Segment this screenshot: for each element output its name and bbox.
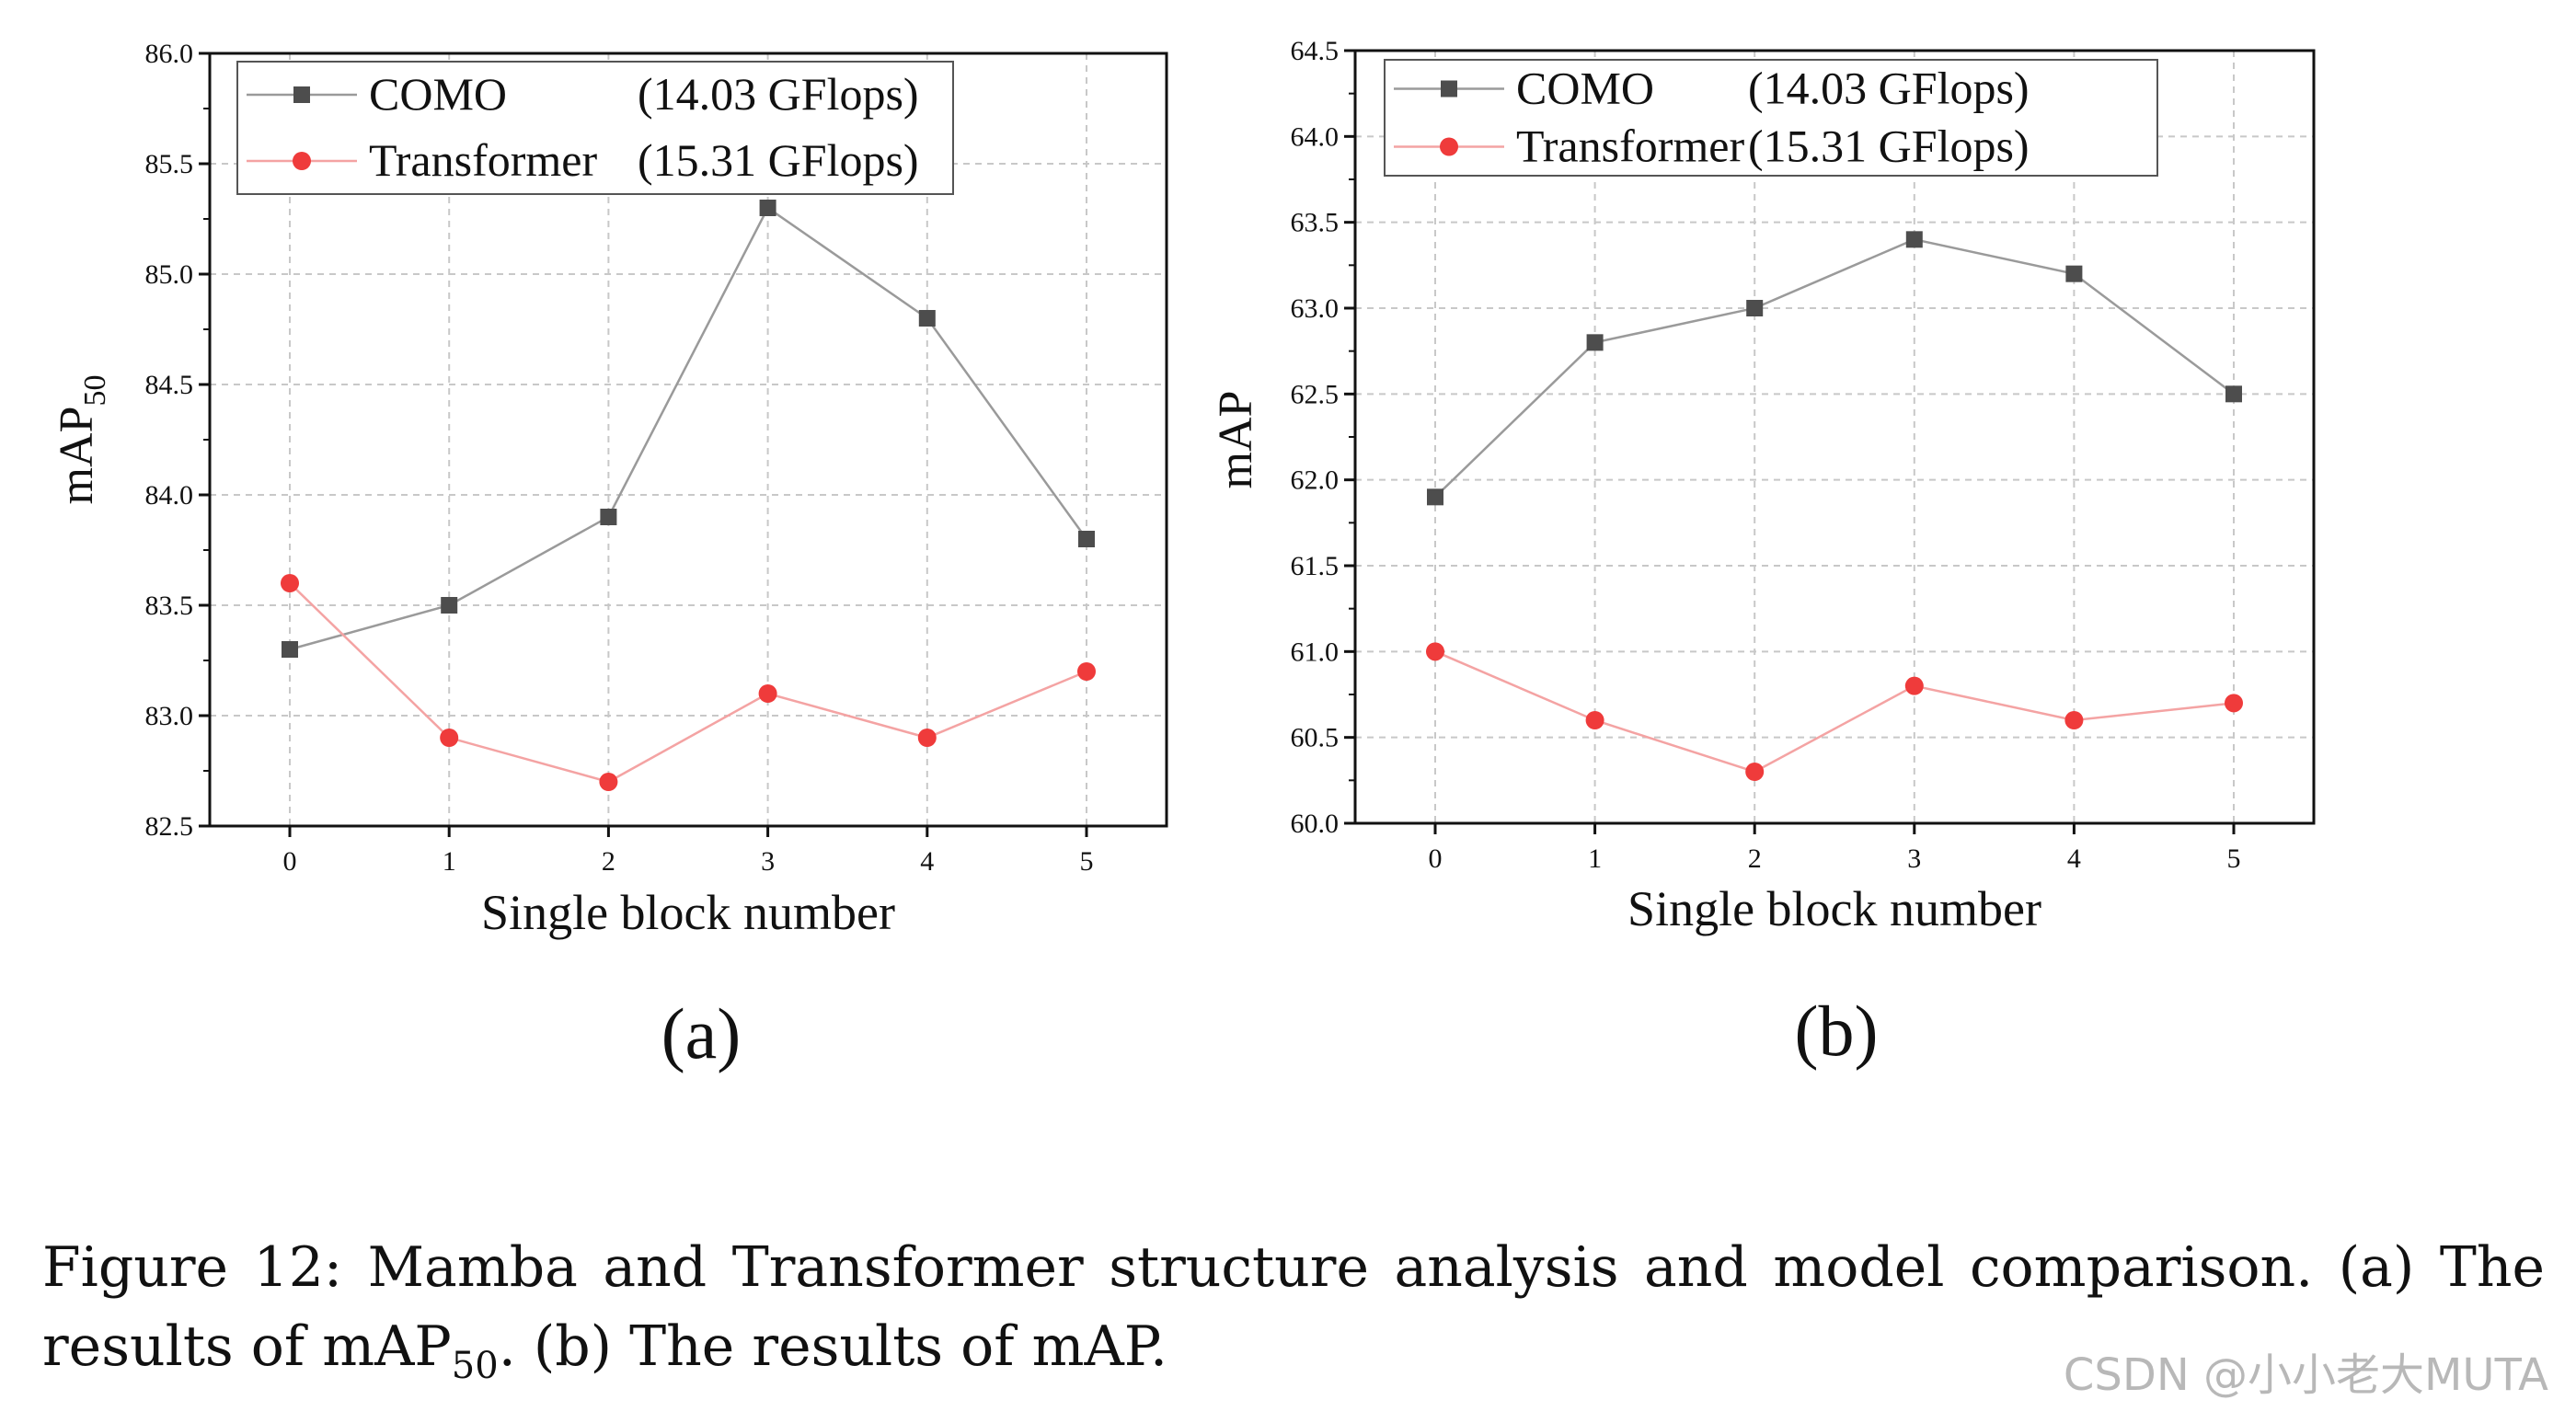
panel-a-series-como-point-0 <box>282 641 298 658</box>
panel-b-series-como-point-3 <box>1905 231 1923 248</box>
panel-b-legend-como-name: COMO <box>1516 63 1654 114</box>
panel-b-series-como-point-1 <box>1586 334 1604 351</box>
panel-a-series-transformer-line <box>289 582 1087 784</box>
panel-b-series-como-point-2 <box>1746 300 1764 316</box>
panel-a-xtick-label-2: 2 <box>602 846 615 877</box>
panel-a-ytick-label-7: 86.0 <box>145 39 194 69</box>
panel-a-ylabel: mAP50 <box>51 375 112 505</box>
panel-b-legend-box <box>1384 59 2158 177</box>
panel-a-xtick-label-3: 3 <box>761 846 775 877</box>
panel-b-series-transformer-point-1 <box>1585 711 1604 729</box>
panel-b-xtick-label-2: 2 <box>1748 843 1762 874</box>
panel-b-ytick-label-0: 60.0 <box>1291 809 1340 839</box>
panel-a-legend-transformer-name: Transformer <box>369 134 597 186</box>
panel-a-ylabel-subscript: 50 <box>78 375 112 407</box>
panel-a-series-como-point-1 <box>441 597 458 614</box>
panel-a-xlabel: Single block number <box>481 885 895 940</box>
panel-b-ytick-label-4: 62.0 <box>1291 465 1340 496</box>
panel-a-series-como-point-4 <box>918 310 936 327</box>
panel-a-legend-como-detail: (14.03 GFlops) <box>638 68 919 120</box>
panel-b-series-transformer-point-5 <box>2225 694 2243 713</box>
panel-b-xtick-label-1: 1 <box>1588 843 1602 874</box>
panel-b-legend-transformer-name: Transformer <box>1516 120 1744 172</box>
panel-b-legend-transformer-detail: (15.31 GFlops) <box>1748 120 2030 172</box>
panel-b-series-transformer-point-4 <box>2064 711 2084 729</box>
panel-b-legend-como-detail: (14.03 GFlops) <box>1748 63 2030 114</box>
caption-text-b: . (b) The results of mAP. <box>498 1314 1168 1379</box>
panel-b-ylabel: mAP <box>1210 391 1262 489</box>
panel-a-series-como-point-3 <box>759 200 776 216</box>
panel-a-legend-box <box>236 61 954 195</box>
panel-b-series-transformer-point-2 <box>1745 763 1765 781</box>
caption-text-a: results of mAP <box>42 1314 452 1379</box>
panel-b-ytick-label-3: 61.5 <box>1291 551 1340 581</box>
panel-b-xtick-label-5: 5 <box>2227 843 2241 874</box>
panel-a-xtick-label-0: 0 <box>283 846 297 877</box>
panel-a-ylabel-main: mAP <box>51 407 103 505</box>
panel-a-series-transformer-point-3 <box>758 684 777 703</box>
panel-a-xtick-label-1: 1 <box>443 846 456 877</box>
panel-a-ytick-label-3: 84.0 <box>145 480 194 511</box>
panel-a-ytick-label-1: 83.0 <box>145 701 194 731</box>
panel-b-xtick-label-4: 4 <box>2067 843 2081 874</box>
panel-b-xtick-label-0: 0 <box>1429 843 1443 874</box>
panel-a-series-transformer-point-1 <box>440 729 459 747</box>
panel-b-legend-transformer-swatch-marker <box>1440 137 1458 156</box>
panel-a-ytick-label-5: 85.0 <box>145 259 194 290</box>
panel-a-series-transformer-point-2 <box>599 773 618 791</box>
panel-a-ytick-label-4: 84.5 <box>145 370 194 400</box>
watermark: CSDN @小小老大MUTA <box>2063 1349 2548 1401</box>
panel-b-series-transformer-point-3 <box>1904 676 1924 695</box>
panel-a-ytick-label-0: 82.5 <box>145 811 194 842</box>
panel-b-series-transformer-point-0 <box>1426 642 1444 661</box>
panel-a-legend-como-swatch-marker <box>293 86 310 103</box>
panel-b-ytick-label-1: 60.5 <box>1291 723 1340 753</box>
panel-b-ytick-label-7: 63.5 <box>1291 208 1340 238</box>
panel-b-ytick-label-8: 64.0 <box>1291 121 1340 152</box>
panel-b-xlabel: Single block number <box>1627 881 2041 936</box>
panel-a-series-como-point-2 <box>600 509 617 525</box>
panel-b-xtick-label-3: 3 <box>1907 843 1921 874</box>
panel-b-legend-como-swatch-marker <box>1441 80 1457 98</box>
panel-a-panel-label: (a) <box>661 993 742 1073</box>
panel-b-series-como-point-5 <box>2225 385 2242 403</box>
panel-a-ytick-label-6: 85.5 <box>145 149 194 179</box>
panel-a-series-transformer-point-5 <box>1077 662 1096 681</box>
panel-b-series-como-point-0 <box>1427 488 1443 506</box>
panel-b-panel-label: (b) <box>1795 991 1879 1071</box>
panel-a-legend-transformer-detail: (15.31 GFlops) <box>638 134 919 186</box>
panel-b-series-como-line <box>1434 238 2235 499</box>
panel-a-xtick-label-4: 4 <box>920 846 934 877</box>
panel-b-ytick-label-2: 61.0 <box>1291 637 1340 667</box>
caption-line-2: results of mAP50. (b) The results of mAP… <box>42 1307 2545 1406</box>
caption-line-1: Figure 12: Mamba and Transformer structu… <box>42 1235 2545 1300</box>
panel-b-series-transformer-line <box>1434 650 2235 774</box>
caption-subscript: 50 <box>451 1345 499 1387</box>
figure-caption: Figure 12: Mamba and Transformer structu… <box>42 1228 2545 1406</box>
panel-a-series-transformer-point-0 <box>281 574 299 592</box>
panel-a-legend-como-name: COMO <box>369 68 507 120</box>
panel-b-ytick-label-9: 64.5 <box>1291 36 1340 66</box>
panel-a-series-como-line <box>289 206 1088 651</box>
panel-b-ylabel-main: mAP <box>1210 391 1262 489</box>
panel-a-series-transformer-point-4 <box>917 729 937 747</box>
panel-a-series-como-point-5 <box>1078 531 1095 547</box>
panel-b-series-como-point-4 <box>2065 265 2083 282</box>
chart-panel-b: 60.0 60.5 61.0 61.5 62.0 62.5 63.0 63.5 64.0 64.5… <box>1210 36 2316 1071</box>
panel-b-ytick-label-6: 63.0 <box>1291 293 1340 324</box>
panel-a-legend-transformer-swatch-marker <box>293 152 311 170</box>
panel-b-ytick-label-5: 62.5 <box>1291 379 1340 409</box>
panel-a-xtick-label-5: 5 <box>1080 846 1094 877</box>
chart-panel-a: 82.5 83.0 83.5 84.0 84.5 85.0 85.5 86.0 0 1 2 3 4 5 mA… <box>51 39 1168 1073</box>
panel-a-ytick-label-2: 83.5 <box>145 591 194 621</box>
